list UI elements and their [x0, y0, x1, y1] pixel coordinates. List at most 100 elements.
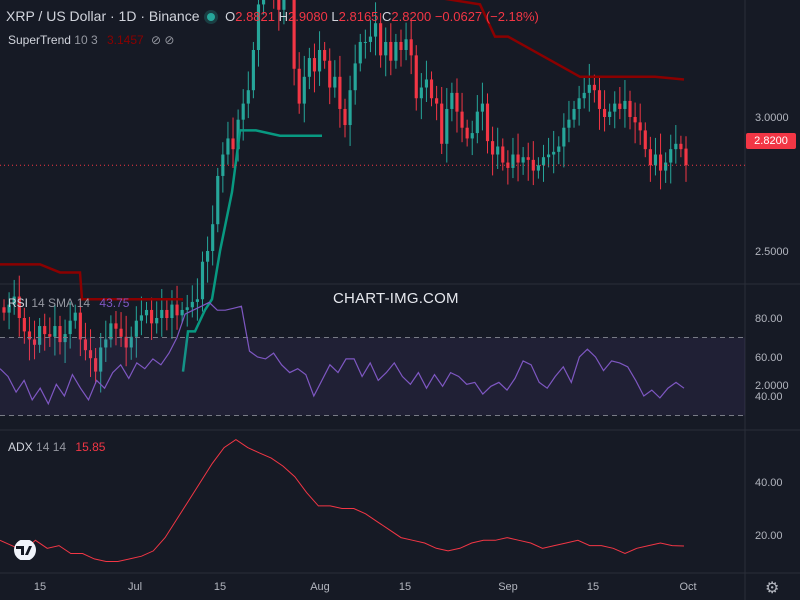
symbol-title[interactable]: XRP / US Dollar · 1D · Binance [6, 8, 200, 24]
candle-body [684, 148, 688, 166]
open-value: 2.8821 [235, 9, 275, 24]
candle-body [144, 309, 149, 316]
candle-body [292, 0, 296, 69]
gear-icon[interactable]: ⚙ [765, 580, 780, 597]
candle-body [2, 307, 6, 313]
candle-body [638, 122, 642, 131]
low-value: 2.8165 [338, 9, 379, 24]
candle-body [435, 98, 439, 104]
candle-body [12, 296, 16, 305]
candle-body [557, 146, 561, 152]
tradingview-logo[interactable] [12, 539, 38, 565]
candle-body [241, 103, 245, 120]
time-tick-label: Sep [498, 581, 518, 593]
candle-body [653, 154, 658, 166]
adx-value: 15.85 [75, 440, 106, 454]
close-label: C [382, 9, 392, 24]
candle-body [429, 79, 434, 99]
candle-body [419, 87, 423, 99]
candle-body [450, 92, 454, 109]
candle-body [414, 55, 418, 99]
candle-body [567, 119, 571, 128]
price-tick-label: 2.5000 [755, 246, 789, 258]
rsi-band-fill [0, 337, 745, 416]
adx-line [0, 438, 685, 562]
candle-body [440, 103, 444, 144]
candle-body [236, 119, 240, 150]
candle-body [83, 339, 88, 351]
candle-body [190, 301, 194, 308]
candle-body [302, 76, 306, 104]
candle-body [104, 339, 108, 348]
candle-body [511, 154, 515, 168]
candle-body [32, 339, 37, 345]
candle-body [160, 309, 164, 318]
candle-body [114, 323, 118, 329]
candle-body [328, 60, 332, 88]
candle-body [363, 41, 367, 43]
candle-body [48, 334, 52, 337]
time-tick-label: 15 [399, 581, 411, 593]
candle-body [221, 154, 225, 176]
adx-legend[interactable]: ADX 14 14 15.85 [8, 440, 105, 454]
candle-body [475, 111, 479, 134]
adx-params: 14 14 [36, 440, 67, 454]
supertrend-legend[interactable]: SuperTrend 10 3 3.1457 ⊘ ⊘ [8, 33, 174, 47]
rsi-name: RSI [8, 296, 29, 310]
candle-body [155, 318, 159, 324]
candle-body [404, 39, 408, 50]
candle-body [348, 90, 352, 126]
supertrend-down-line [444, 0, 685, 81]
candle-body [496, 146, 500, 155]
chart-header: XRP / US Dollar · 1D · Binance O2.8821 H… [6, 8, 539, 24]
candle-body [516, 154, 520, 163]
market-status-dot [207, 13, 216, 22]
candle-body [343, 108, 347, 126]
candle-body [628, 100, 632, 117]
supertrend-name: SuperTrend [8, 33, 71, 47]
candle-body [613, 103, 617, 112]
candle-body [547, 154, 551, 158]
candle-body [521, 157, 525, 163]
candle-body [124, 336, 128, 348]
candle-body [679, 143, 683, 150]
candle-body [78, 312, 82, 340]
supertrend-value: 3.1457 [106, 33, 144, 47]
watermark: CHART-IMG.COM [333, 290, 459, 307]
supertrend-visibility-icons[interactable]: ⊘ ⊘ [151, 33, 175, 47]
candle-body [165, 309, 169, 318]
candle-body [17, 296, 21, 318]
candle-body [394, 41, 398, 61]
high-label: H [278, 9, 289, 24]
candle-body [206, 251, 210, 262]
candle-body [22, 318, 26, 332]
candle-body [119, 328, 123, 337]
candle-body [602, 108, 607, 117]
candle-body [38, 326, 42, 345]
candle-body [261, 0, 266, 5]
candle-body [307, 58, 311, 77]
candle-body [231, 138, 235, 150]
candle-body [226, 138, 230, 155]
candle-body [648, 149, 652, 166]
candle-body [491, 141, 495, 155]
candle-body [531, 159, 535, 171]
rsi-legend[interactable]: RSI 14 SMA 14 43.75 [8, 296, 129, 310]
last-price-tag: 2.8200 [746, 133, 796, 149]
low-label: L [331, 9, 339, 24]
rsi-tick-label: 40.00 [755, 391, 783, 403]
open-label: O [225, 9, 236, 24]
candle-body [562, 127, 566, 147]
candle-body [384, 41, 388, 56]
close-value: 2.8200 [391, 9, 432, 24]
adx-name: ADX [8, 440, 33, 454]
candle-body [88, 350, 93, 359]
candle-body [312, 58, 317, 72]
candle-body [526, 157, 530, 160]
time-tick-label: 15 [34, 581, 46, 593]
candle-body [129, 336, 133, 348]
candle-body [445, 108, 449, 144]
candle-body [582, 92, 586, 99]
rsi-params: 14 SMA 14 [31, 296, 91, 310]
